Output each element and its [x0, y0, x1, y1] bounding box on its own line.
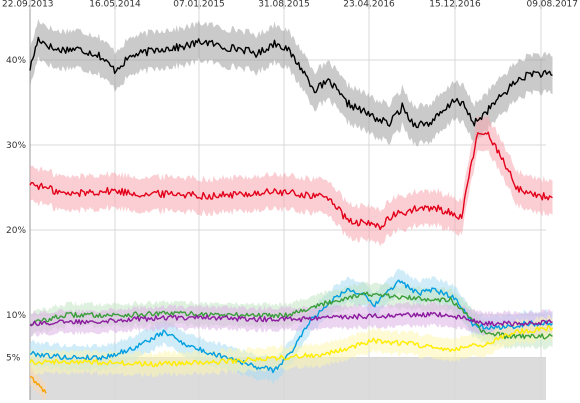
x-tick-label: 23.04.2016 — [343, 0, 395, 10]
series-line-3 — [29, 291, 553, 340]
y-axis-ticks: 5% 10% 20% 30% 40% — [6, 56, 26, 364]
x-tick-label: 31.08.2015 — [258, 0, 310, 10]
y-tick-label: 5% — [6, 354, 21, 364]
x-tick-label: 15.12.2016 — [429, 0, 481, 10]
series-line-6 — [29, 376, 47, 394]
series-lines — [29, 36, 554, 394]
y-tick-label: 40% — [6, 56, 26, 66]
x-tick-label: 07.01.2015 — [173, 0, 225, 10]
series-band-1 — [30, 115, 553, 247]
series-line-1 — [29, 131, 553, 231]
x-tick-label: 09.08.2017 — [526, 0, 578, 10]
series-line-4 — [29, 311, 553, 327]
y-tick-label: 30% — [6, 141, 26, 151]
x-tick-label: 16.05.2014 — [89, 0, 141, 10]
x-axis-ticks: 22.09.2013 16.05.2014 07.01.2015 31.08.2015… — [2, 0, 578, 10]
series-line-2 — [29, 279, 553, 374]
series-line-5 — [29, 325, 554, 368]
series-band-0 — [30, 18, 553, 147]
y-tick-label: 20% — [6, 226, 26, 236]
series-line-0 — [29, 36, 553, 129]
x-tick-label: 22.09.2013 — [2, 0, 54, 10]
y-tick-label: 10% — [6, 311, 26, 321]
